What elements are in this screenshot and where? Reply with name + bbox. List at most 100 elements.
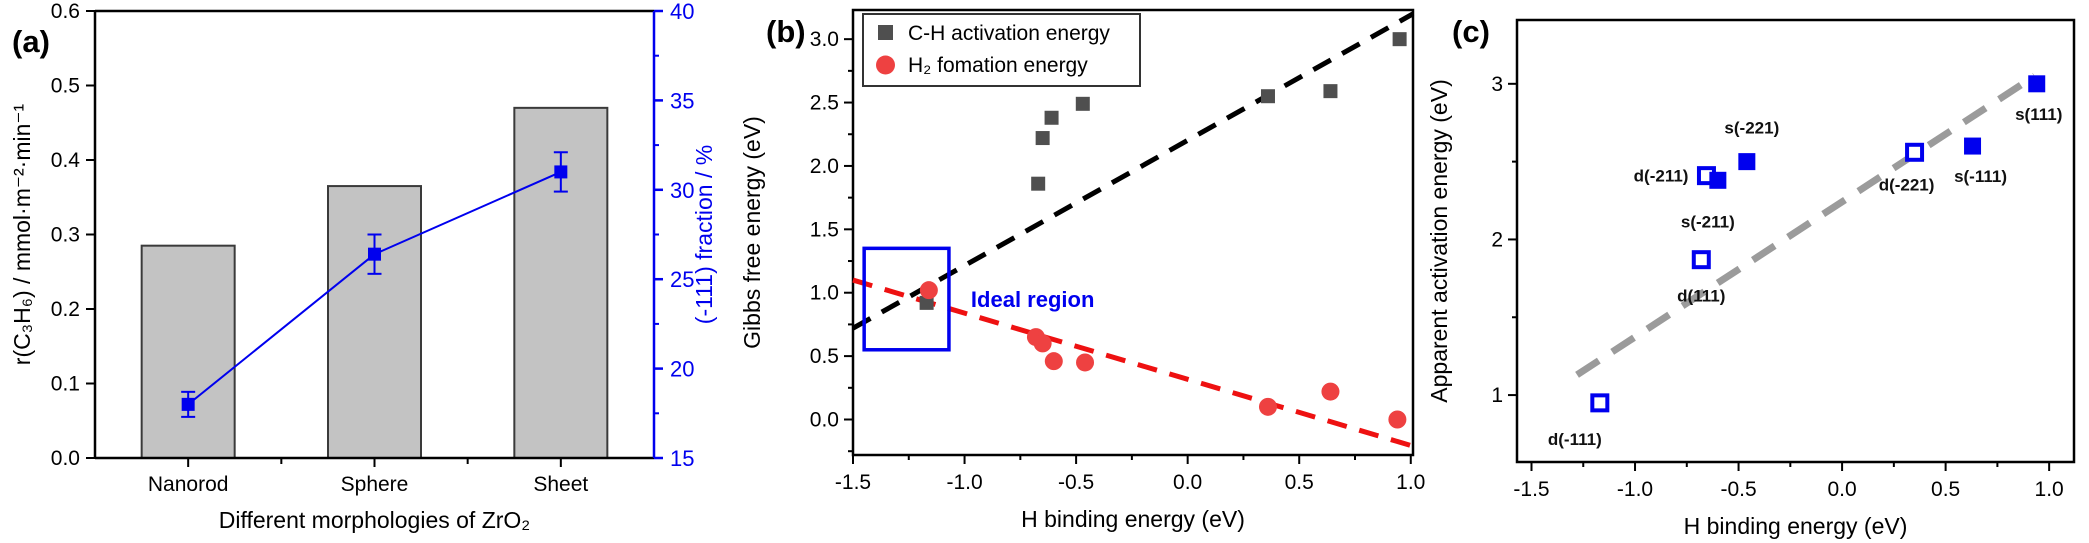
b-legend-box: [862, 13, 1141, 87]
b-xtick-label: 0.0: [1173, 471, 1202, 494]
c-xtick-label: 0.5: [1931, 478, 1960, 501]
c-xtick-label: -1.0: [1617, 478, 1653, 501]
a-fraction-marker: [368, 247, 381, 261]
a-yaxis-right-title: (-111) fraction / %: [691, 145, 717, 324]
c-yaxis-title: Apparent activation energy (eV): [1426, 79, 1452, 402]
panel-a-label: (a): [12, 24, 50, 59]
c-point-open: [1590, 393, 1610, 413]
a-right-tick-label: 30: [670, 178, 694, 203]
b-plot-frame: [851, 8, 1415, 457]
c-ytick-label: 1: [1491, 384, 1503, 407]
a-yaxis-left-title: r(C₃H₆) / mmol·m⁻²·min⁻¹: [9, 103, 35, 365]
c-xtick-label: 0.0: [1827, 478, 1856, 501]
b-legend: C-H activation energy H₂ fomation energy: [862, 13, 1141, 87]
a-category-label: Nanorod: [148, 473, 229, 496]
b-ytick-label: 0.5: [810, 345, 839, 368]
a-category-label: Sphere: [341, 473, 409, 496]
b-activation-point: [1035, 131, 1050, 146]
a-fraction-marker: [181, 397, 195, 411]
b-trend-activation: [851, 11, 1415, 331]
b-formation-point: [1321, 382, 1340, 401]
b-activation-point: [1075, 96, 1090, 111]
a-right-tick-label: 35: [670, 88, 694, 113]
b-formation-point: [919, 281, 938, 300]
bar-nanorod: [140, 244, 236, 459]
c-point-filled: [2028, 75, 2046, 93]
b-ytick-label: 1.5: [810, 218, 839, 241]
b-trend-formation: [852, 277, 1414, 449]
b-legend-label-activation: C-H activation energy: [908, 22, 1110, 45]
b-yaxis-title: Gibbs free energy (eV): [739, 116, 765, 349]
a-left-tick-label: 0.5: [51, 75, 80, 98]
c-trend-line: [1575, 73, 2037, 378]
b-xtick-label: -1.0: [946, 471, 982, 494]
a-xaxis-title: Different morphologies of ZrO₂: [219, 507, 530, 533]
panel-b-chart: -1.5 -1.0 -0.5 0.0 0.5 1.0 0.0 0.5 1.0 1.5 2.0 2.5 3…: [739, 8, 1425, 532]
b-ideal-region-label: Ideal region: [971, 287, 1094, 312]
b-activation-point: [1323, 84, 1338, 99]
b-formation-point: [1388, 410, 1407, 429]
panel-b-label: (b): [766, 14, 806, 49]
a-right-tick-label: 25: [670, 267, 694, 292]
b-activation-point: [1044, 110, 1059, 125]
b-xtick-label: 0.5: [1285, 471, 1314, 494]
b-formation-point: [1076, 353, 1095, 372]
a-fraction-marker: [554, 165, 568, 179]
c-point-filled: [1709, 171, 1727, 189]
a-left-tick-label: 0.4: [51, 149, 81, 172]
b-xtick-label: 1.0: [1396, 471, 1425, 494]
b-ytick-label: 0.0: [810, 409, 839, 432]
c-xaxis-title: H binding energy (eV): [1684, 513, 1908, 539]
a-left-tick-label: 0.3: [51, 224, 80, 247]
a-category-label: Sheet: [533, 473, 588, 496]
a-left-tick-label: 0.6: [51, 0, 80, 23]
c-point-filled: [1964, 137, 1982, 155]
b-legend-circle-marker: [876, 55, 895, 75]
bar-sphere: [327, 185, 422, 459]
c-point-label: s(-221): [1724, 119, 1779, 138]
c-point-label: d(111): [1677, 287, 1725, 306]
b-xtick-label: -1.5: [835, 471, 871, 494]
b-ytick-label: 3.0: [810, 28, 839, 51]
c-point-label: d(-111): [1548, 430, 1602, 449]
b-formation-point: [1033, 334, 1052, 353]
c-point-label: d(-221): [1879, 175, 1935, 194]
panel-c-label: (c): [1452, 14, 1490, 49]
b-xtick-label: -0.5: [1058, 471, 1094, 494]
b-legend-label-formation: H₂ fomation energy: [908, 54, 1088, 77]
b-ytick-label: 2.0: [810, 155, 839, 178]
c-plot-frame: [1515, 18, 2076, 464]
c-point-label: s(-111): [1954, 167, 2007, 186]
c-point-open: [1905, 142, 1925, 162]
b-activation-point: [1031, 176, 1046, 191]
panel-c-chart: -1.5 -1.0 -0.5 0.0 0.5 1.0 1 2 3 H binding energy…: [1426, 18, 2076, 539]
a-right-tick-label: 20: [670, 357, 694, 382]
a-right-tick-label: 40: [670, 0, 694, 24]
b-ideal-region-box: [862, 246, 951, 352]
a-left-tick-label: 0.1: [51, 373, 80, 396]
c-xtick-label: 1.0: [2035, 478, 2064, 501]
b-ytick-label: 1.0: [810, 282, 839, 305]
b-formation-point: [1044, 352, 1063, 371]
a-left-tick-label: 0.0: [51, 447, 80, 470]
panel-a-chart: 0.0 0.1 0.2 0.3 0.4 0.5 0.6 15 20 25 30 35 40 Nanorod…: [9, 0, 717, 533]
c-point-label: d(-211): [1634, 167, 1689, 186]
b-ytick-label: 2.5: [810, 92, 839, 115]
b-activation-point: [919, 295, 934, 310]
b-legend-square-marker: [878, 25, 893, 40]
c-ytick-label: 2: [1491, 228, 1503, 251]
a-left-tick-label: 0.2: [51, 298, 80, 321]
c-point-label: s(111): [2015, 105, 2062, 124]
c-xtick-label: -0.5: [1720, 478, 1756, 501]
b-xaxis-title: H binding energy (eV): [1021, 506, 1245, 532]
c-ytick-label: 3: [1491, 73, 1503, 96]
c-point-label: s(-211): [1681, 212, 1735, 231]
b-formation-point: [1258, 397, 1277, 416]
a-right-tick-label: 15: [670, 446, 694, 471]
c-point-filled: [1738, 153, 1756, 171]
c-point-open: [1691, 250, 1711, 270]
b-activation-point: [1392, 32, 1407, 47]
c-xtick-label: -1.5: [1513, 478, 1549, 501]
